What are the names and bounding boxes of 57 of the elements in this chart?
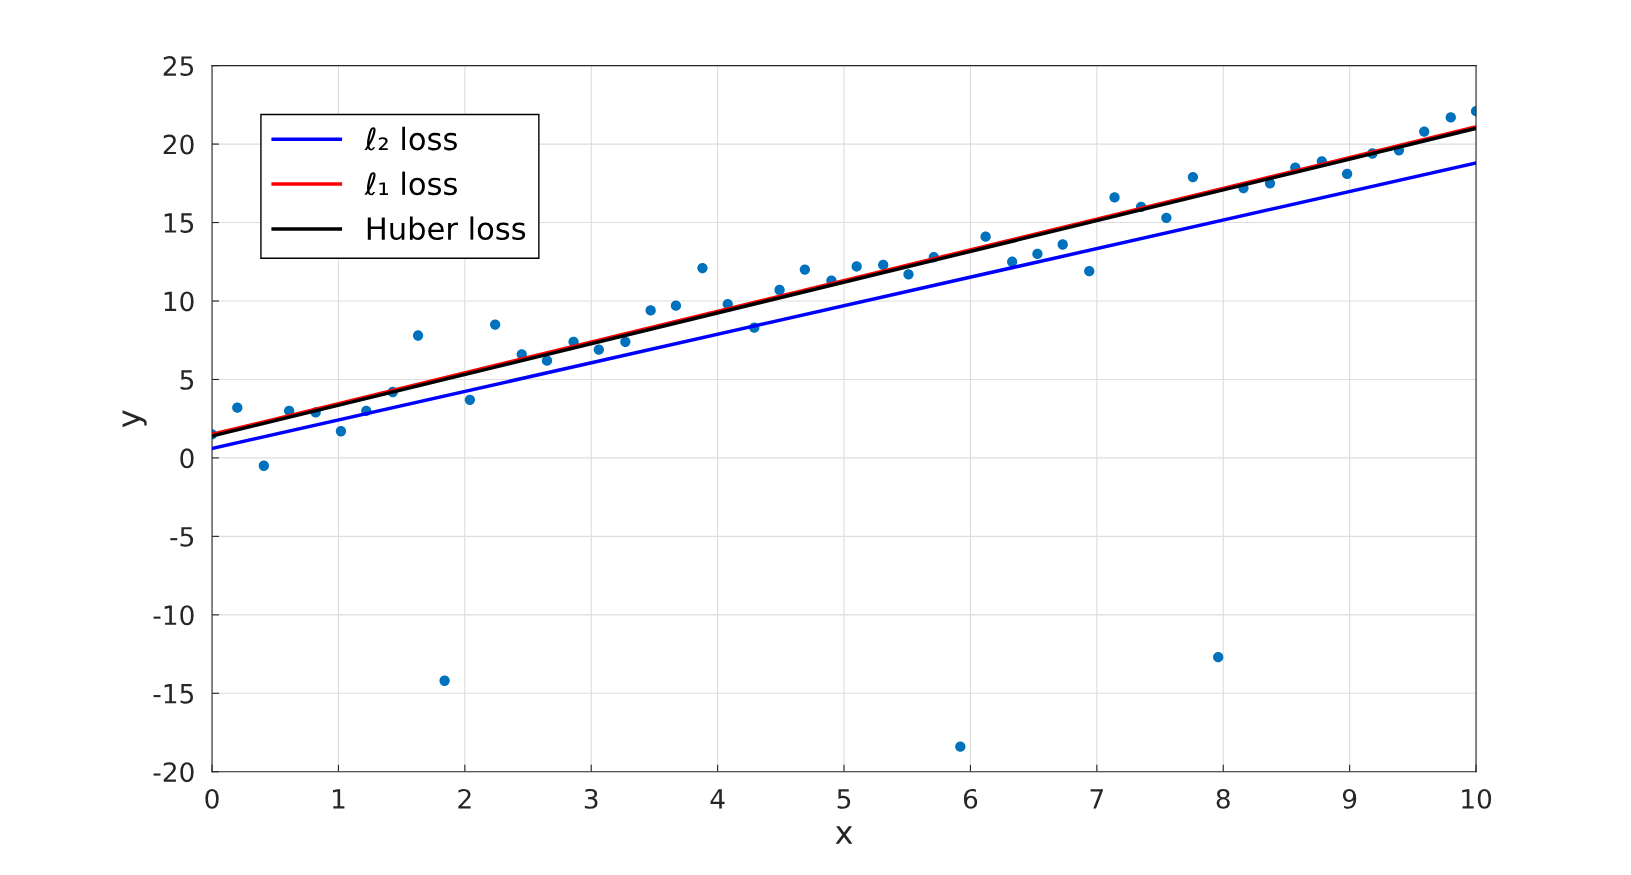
point (232, 402, 243, 413)
point (1057, 239, 1068, 250)
point (1084, 266, 1095, 277)
point (1109, 192, 1120, 203)
y-tick-label: -20 (153, 762, 194, 783)
x-axis-title: x (835, 826, 853, 844)
point (1187, 171, 1199, 183)
point (464, 394, 476, 406)
point (541, 355, 553, 366)
point (774, 284, 785, 296)
point (980, 231, 991, 242)
point (955, 741, 966, 752)
y-tick-label: -5 (170, 527, 194, 547)
y-axis-title: y (122, 410, 147, 428)
y-tick-label: -15 (153, 684, 194, 704)
x-tick-label: 10 (1462, 788, 1492, 809)
point (878, 259, 889, 271)
legend-label: ℓ₂ loss (364, 126, 457, 151)
y-tick-label: 0 (180, 448, 194, 469)
point (670, 300, 682, 311)
x-tick-label: 8 (1216, 788, 1230, 809)
x-tick-label: 2 (458, 788, 471, 809)
y-tick-label: 10 (164, 291, 194, 312)
y-tick-label: 5 (180, 370, 194, 390)
legend-label: Huber loss (367, 216, 526, 241)
x-tick-label: 1 (332, 789, 345, 809)
point (1419, 126, 1430, 137)
y-tick-label: 25 (163, 56, 194, 77)
x-tick-label: 6 (963, 788, 978, 809)
point (1161, 212, 1172, 223)
point (697, 262, 708, 274)
point (620, 336, 631, 347)
point (903, 269, 914, 280)
x-tick-label: 7 (1090, 789, 1103, 809)
point (439, 675, 450, 686)
point (490, 319, 501, 330)
point (1213, 652, 1224, 663)
point (258, 460, 270, 471)
point (335, 426, 347, 437)
point (851, 261, 862, 272)
x-tick-label: 9 (1342, 788, 1357, 809)
point (1032, 248, 1043, 260)
x-tick-label: 4 (710, 789, 725, 809)
point (412, 330, 424, 341)
x-tick-label: 0 (205, 788, 219, 809)
legend-label: ℓ₁ loss (364, 171, 457, 196)
y-tick-label: 20 (163, 134, 194, 155)
point (1007, 256, 1018, 267)
x-tick-label: 3 (584, 788, 598, 809)
point (645, 305, 656, 316)
y-tick-label: -10 (153, 605, 194, 626)
x-tick-label: 5 (837, 789, 851, 809)
point (1341, 168, 1353, 180)
point (799, 264, 811, 275)
point (593, 344, 604, 355)
y-tick-label: 15 (164, 213, 194, 233)
point (1445, 112, 1456, 123)
